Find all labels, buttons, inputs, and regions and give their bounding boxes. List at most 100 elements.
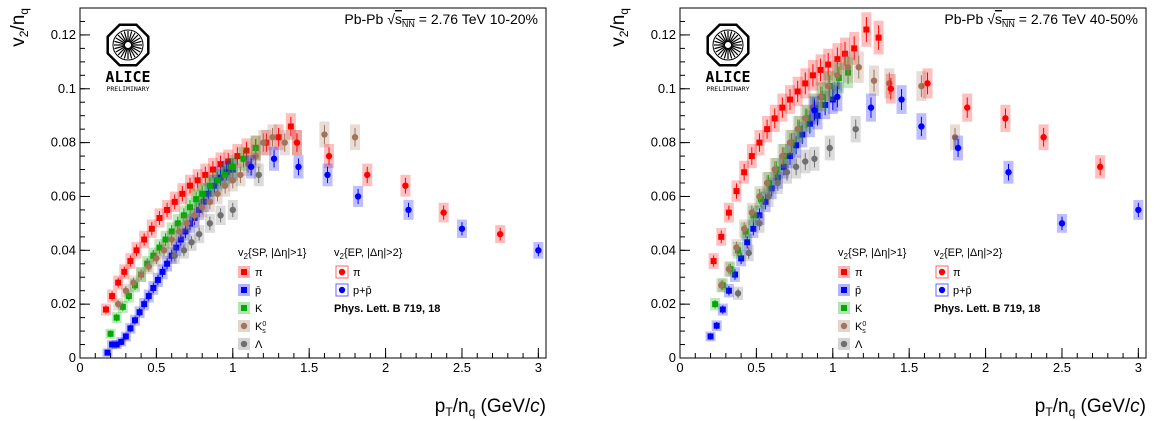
data-point-marker — [817, 66, 824, 73]
legend-header-sub: 2 — [244, 252, 249, 261]
data-point-marker — [802, 115, 809, 122]
alice-logo-ray — [117, 46, 127, 56]
data-point-marker — [132, 317, 139, 324]
x-tick-label: 1.5 — [900, 360, 918, 375]
alice-logo-ray — [720, 32, 728, 43]
plot-frame — [79, 7, 547, 359]
data-point-marker — [270, 155, 278, 162]
series-sp-0 — [708, 12, 884, 269]
legend-entry-label: K0 s — [855, 321, 866, 335]
data-point-marker — [799, 131, 806, 138]
data-point-marker — [842, 50, 849, 57]
legend-header-rest: {EP, |Δη|>2} — [344, 247, 403, 259]
data-point-marker — [1005, 169, 1012, 176]
legend-header-sp: v2{SP, |Δη|>1} — [838, 247, 907, 261]
data-point-marker — [535, 247, 542, 254]
data-point-marker — [107, 330, 114, 337]
alice-logo-ray — [728, 32, 736, 43]
alice-logo-circle — [712, 29, 744, 61]
x-axis-title-mid: /n — [1053, 396, 1069, 417]
data-point-marker — [206, 220, 214, 227]
data-point-marker — [324, 171, 331, 179]
legend-swatch-marker — [241, 305, 247, 311]
data-point-marker — [269, 134, 276, 141]
legend-entry-label: Λ — [855, 339, 863, 351]
legend-header-sp: v2{SP, |Δη|>1} — [238, 247, 307, 261]
data-point-marker — [171, 252, 178, 259]
legend-reference: Phys. Lett. B 719, 18 — [934, 303, 1040, 315]
data-point-marker — [825, 82, 832, 90]
y-tick-label: 0.12 — [651, 27, 676, 42]
data-point-marker — [964, 104, 971, 111]
data-point-marker — [826, 144, 833, 152]
chart-title-prefix: Pb-Pb — [944, 11, 987, 27]
y-axis-title-main: v — [608, 37, 629, 47]
data-point-marker — [191, 212, 198, 219]
data-point-marker — [402, 182, 409, 189]
data-point-marker — [740, 225, 748, 232]
data-point-marker — [179, 190, 186, 197]
data-point-marker — [125, 293, 132, 300]
data-point-marker — [405, 206, 412, 214]
data-point-marker — [102, 306, 109, 313]
series-ep-6 — [809, 82, 1144, 233]
data-point-marker — [924, 80, 931, 87]
data-point-marker — [855, 64, 862, 71]
data-point-marker — [811, 107, 818, 114]
alice-logo-ray — [730, 45, 742, 50]
legend-entry-label: Λ — [255, 339, 263, 351]
data-point-marker — [199, 190, 206, 197]
data-point-marker — [321, 131, 328, 138]
alice-logo-ray — [130, 45, 141, 53]
data-point-marker — [787, 153, 794, 160]
x-axis-title-unit: ) — [1140, 396, 1146, 417]
alice-logo-ray — [128, 32, 136, 43]
data-point-marker — [171, 198, 178, 205]
data-point-marker — [1135, 206, 1142, 214]
x-axis-title-unit: ) — [540, 396, 546, 417]
data-point-marker — [867, 104, 875, 111]
data-point-marker — [712, 301, 719, 308]
x-axis-title-main: p — [1035, 396, 1046, 417]
legend-header-sub: 2 — [940, 252, 945, 261]
data-point-marker — [255, 171, 262, 179]
data-point-marker — [202, 171, 209, 178]
data-point-marker — [145, 293, 152, 300]
alice-logo-ray — [730, 37, 741, 45]
legend-entry-label: K0 s — [255, 321, 266, 335]
legend-header-rest: {SP, |Δη|>1} — [848, 247, 907, 259]
y-axis-title: v2/nq — [608, 8, 631, 47]
data-point-marker — [794, 125, 801, 133]
data-point-marker — [187, 204, 194, 211]
data-point-marker — [174, 220, 181, 227]
alice-logo-ray — [128, 47, 136, 58]
data-point-marker — [725, 287, 732, 294]
data-point-marker — [109, 341, 116, 348]
data-point-marker — [130, 279, 137, 286]
x-axis-title: pT/nq (GeV/c) — [1035, 396, 1146, 419]
data-point-marker — [159, 268, 166, 275]
legend-k-main: K — [855, 321, 863, 333]
legend-header-v: v — [934, 247, 940, 259]
y-tick-label: 0.12 — [51, 27, 76, 42]
data-point-marker — [783, 169, 791, 176]
y-tick-label: 0.06 — [51, 188, 76, 203]
data-point-marker — [113, 314, 120, 321]
data-point-marker — [122, 333, 129, 340]
data-point-marker — [744, 239, 751, 246]
chart-title-suffix: = 2.76 TeV 10-20% — [415, 11, 538, 27]
data-point-marker — [764, 126, 771, 133]
data-point-marker — [136, 309, 143, 316]
data-point-marker — [133, 247, 140, 254]
y-tick-label: 0.02 — [51, 296, 76, 311]
data-point-marker — [765, 193, 772, 200]
data-point-marker — [733, 188, 740, 195]
legend-swatch-marker — [840, 340, 848, 348]
data-point-marker — [295, 163, 302, 171]
alice-logo-ray — [114, 40, 126, 45]
data-point-marker — [234, 153, 241, 160]
data-point-marker — [733, 244, 740, 251]
chart-title-sqrt: √ — [387, 11, 395, 27]
